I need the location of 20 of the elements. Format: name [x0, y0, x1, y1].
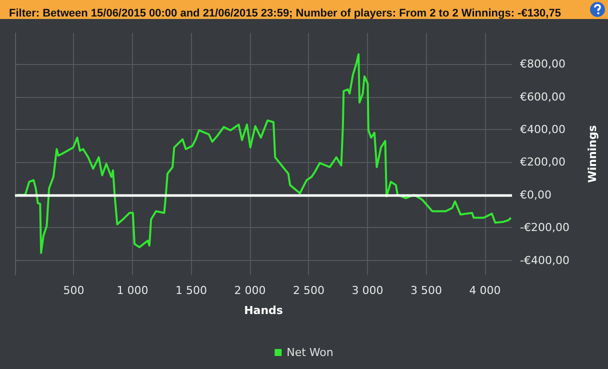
y-tick-label: €800,00: [520, 58, 566, 71]
x-tick-label: 2 000: [234, 284, 266, 297]
y-axis-title: Winnings: [586, 124, 599, 183]
x-tick-label: 500: [63, 284, 84, 297]
legend-label: Net Won: [286, 346, 334, 359]
line-series: [16, 53, 512, 254]
chart-title: Filter: Between 15/06/2015 00:00 and 21/06/2015 23:59; Number of players: From 2 to 2 Winnings: -€130,75: [9, 8, 561, 20]
y-tick-label: €0,00: [520, 188, 552, 202]
y-tick-label: €200,00: [520, 156, 566, 169]
y-tick-label: €600,00: [520, 90, 566, 104]
y-tick-label: €400,00: [520, 122, 566, 136]
x-axis-title: Hands: [244, 304, 284, 317]
x-tick-label: 2 500: [292, 284, 324, 297]
x-tick-label: 3 500: [410, 284, 442, 297]
x-tick-label: 1 500: [175, 284, 207, 297]
x-tick-label: 1 000: [116, 284, 148, 297]
x-tick-label: 4 000: [469, 284, 501, 297]
x-tick-label: 3 000: [352, 284, 384, 297]
y-tick-label: -€400,00: [520, 254, 570, 267]
y-tick-label: -€200,00: [520, 221, 570, 234]
